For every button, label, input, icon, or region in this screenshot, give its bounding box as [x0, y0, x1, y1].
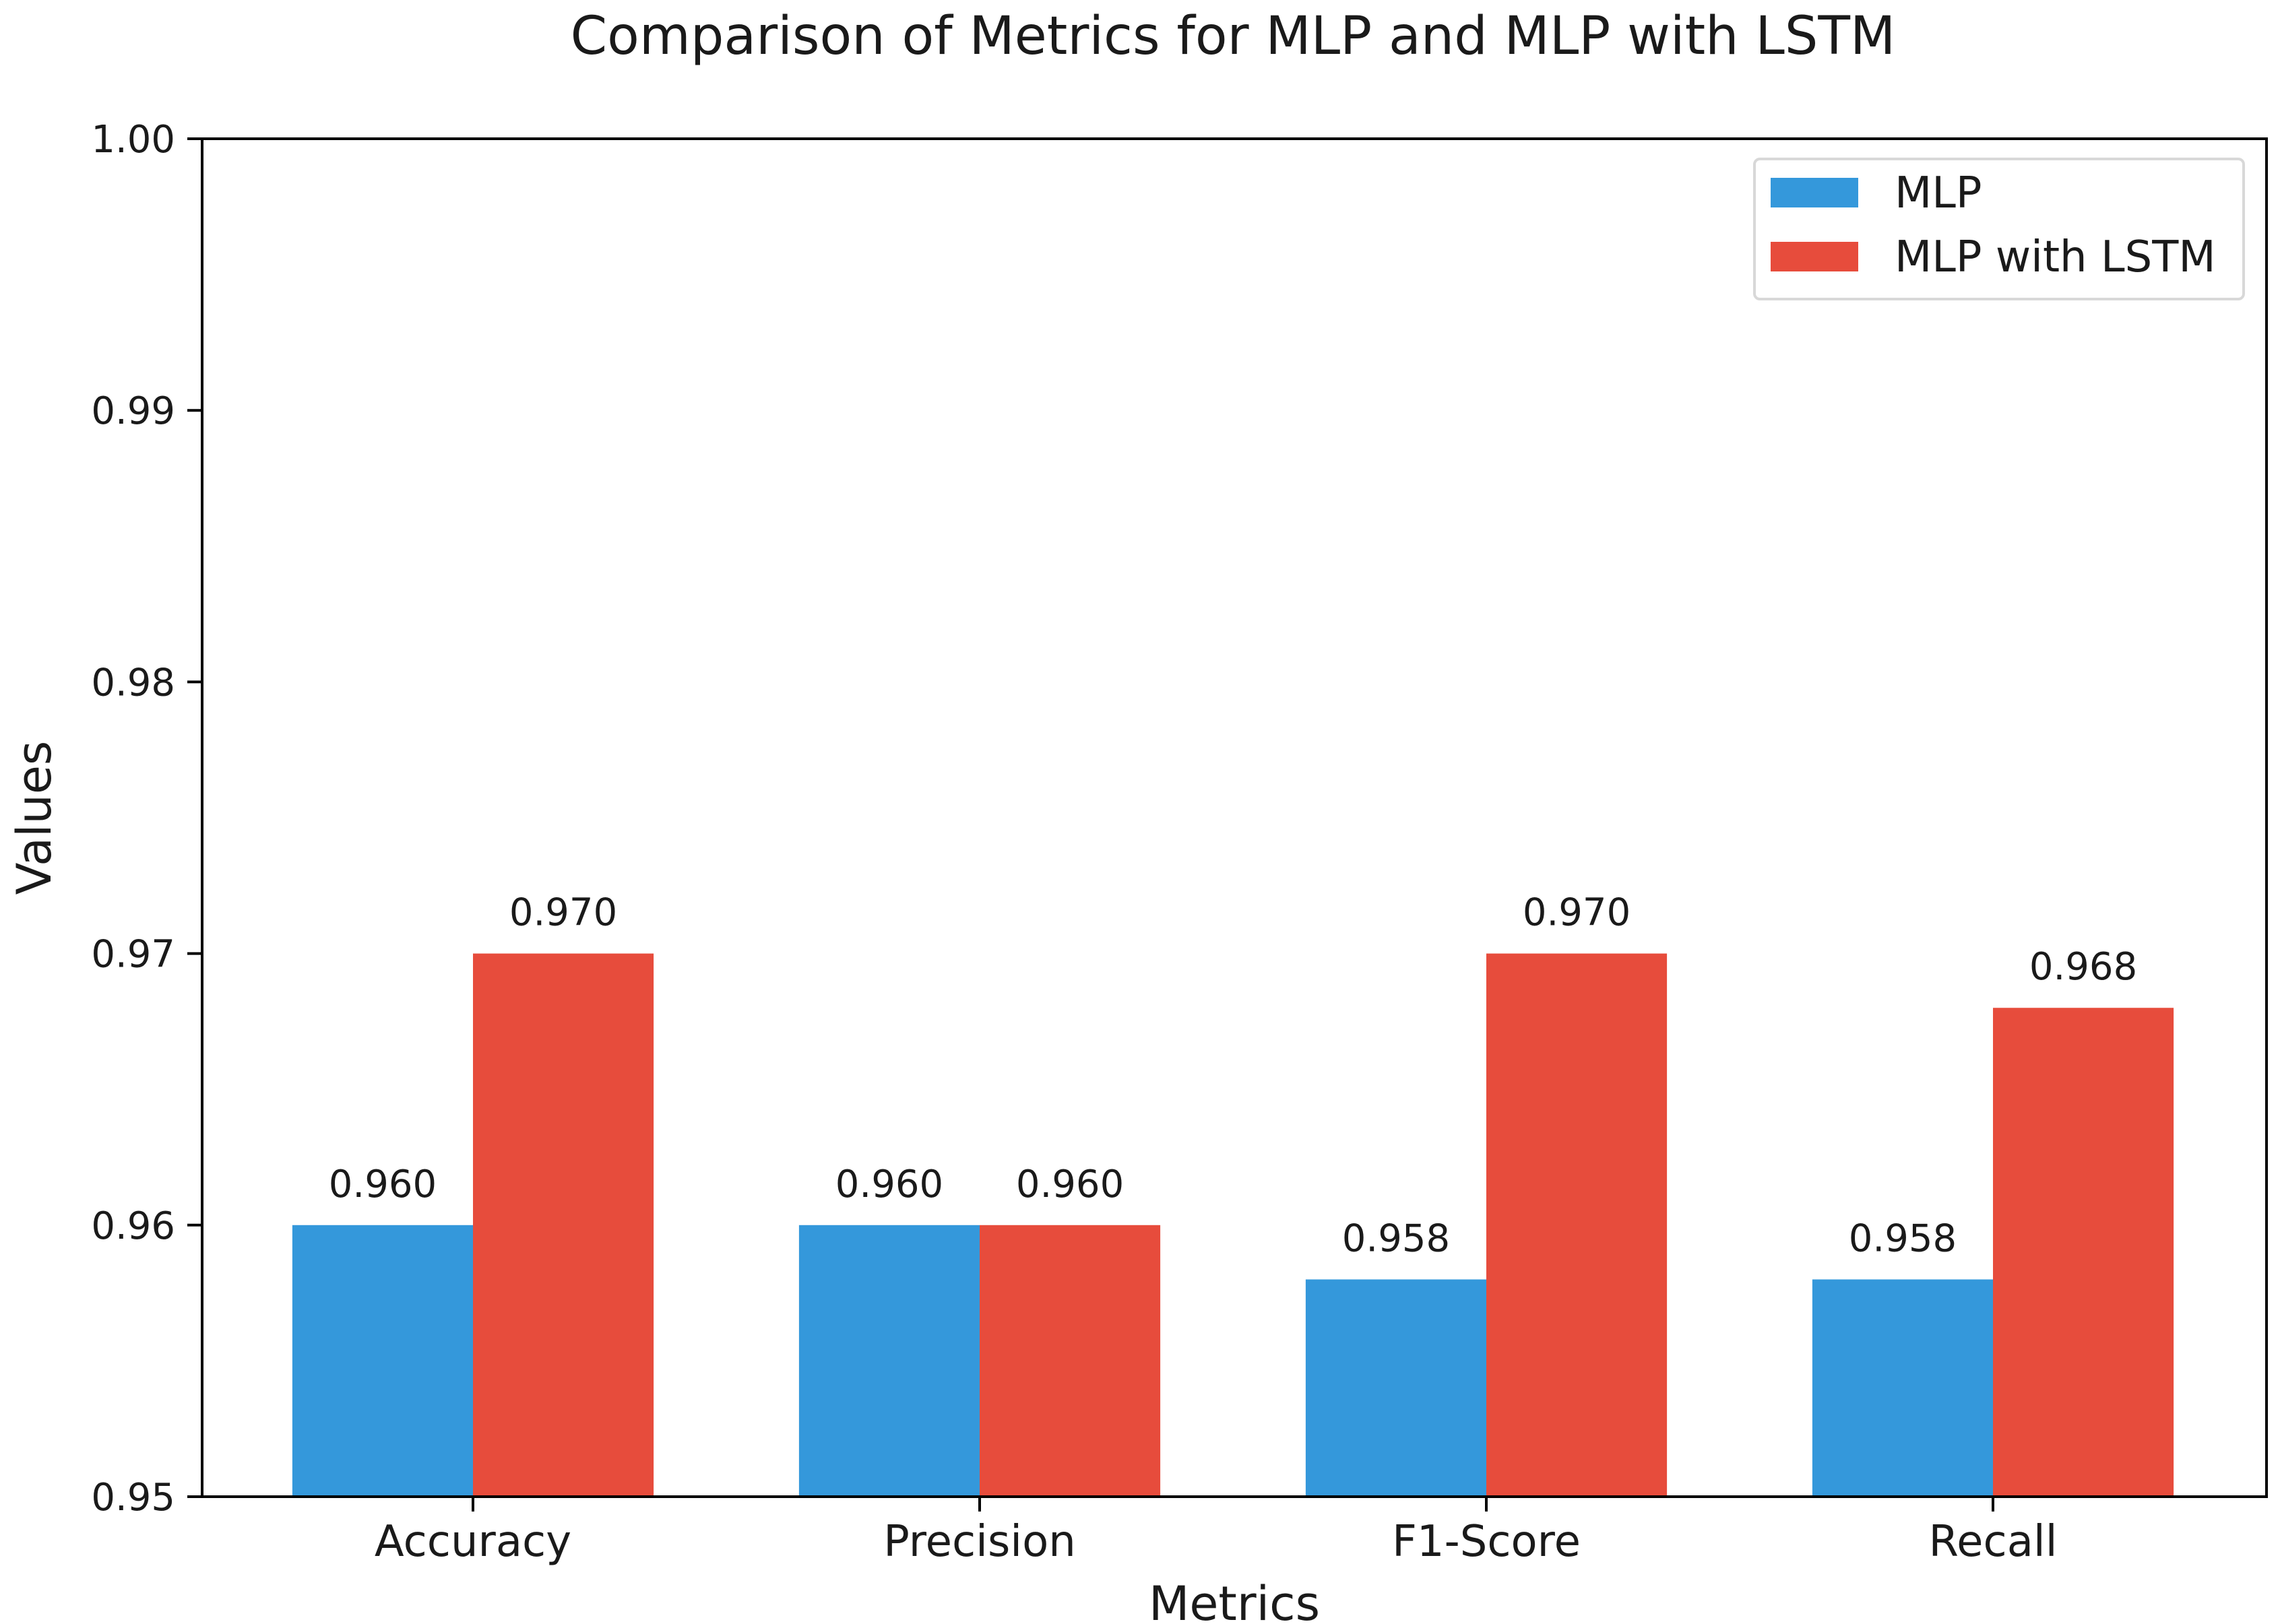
x-axis: Accuracy Precision F1-Score Recall [375, 1497, 2058, 1567]
data-label-mlp-accuracy: 0.960 [329, 1163, 437, 1206]
bar-mlp-with-lstm-precision [980, 1225, 1161, 1497]
legend-label-mlp: MLP [1895, 168, 1982, 218]
legend-swatch-mlp-with-lstm [1771, 242, 1858, 271]
bar-mlp-accuracy [292, 1225, 473, 1497]
bar-mlp-f1-score [1305, 1279, 1486, 1497]
plot-frame [201, 137, 2268, 1498]
bar-mlp-with-lstm-accuracy [473, 953, 654, 1497]
x-tick-label-accuracy: Accuracy [375, 1517, 571, 1567]
data-label-mlp-f1-score: 0.958 [1342, 1216, 1450, 1260]
legend-label-mlp-with-lstm: MLP with LSTM [1895, 232, 2216, 282]
data-label-mlp-with-lstm-recall: 0.968 [2029, 945, 2137, 989]
y-tick-label: 1.00 [91, 118, 175, 162]
legend-frame [1753, 158, 2245, 300]
y-tick-label: 0.96 [91, 1204, 175, 1248]
bar-mlp-with-lstm-f1-score [1486, 953, 1668, 1497]
legend: MLP MLP with LSTM [1753, 158, 2245, 300]
y-tick-label: 0.99 [91, 389, 175, 433]
x-tick-label-precision: Precision [883, 1517, 1076, 1567]
x-axis-title: Metrics [1149, 1576, 1320, 1624]
x-tick-label-recall: Recall [1929, 1517, 2058, 1567]
data-label-mlp-with-lstm-f1-score: 0.970 [1523, 891, 1630, 935]
bar-mlp-recall [1812, 1279, 1993, 1497]
bars-group [292, 953, 2174, 1497]
bar-mlp-precision [798, 1225, 980, 1497]
data-label-mlp-with-lstm-precision: 0.960 [1016, 1163, 1124, 1206]
y-tick-label: 0.97 [91, 933, 175, 977]
y-axis: 0.95 0.96 0.97 0.98 0.99 1.00 [91, 118, 202, 1520]
x-tick-label-f1-score: F1-Score [1392, 1517, 1581, 1567]
data-label-mlp-recall: 0.958 [1849, 1216, 1957, 1260]
data-label-mlp-precision: 0.960 [835, 1163, 943, 1206]
bar-mlp-with-lstm-recall [1993, 1008, 2174, 1497]
chart-title: Comparison of Metrics for MLP and MLP wi… [571, 6, 1896, 67]
legend-swatch-mlp [1771, 178, 1858, 207]
y-tick-label: 0.95 [91, 1476, 175, 1520]
data-label-mlp-with-lstm-accuracy: 0.970 [509, 891, 617, 935]
data-labels-group: 0.960 0.960 0.958 0.958 0.970 0.960 0.970 0.968 [329, 891, 2137, 1261]
y-tick-label: 0.98 [91, 661, 175, 705]
y-axis-title: Values [7, 741, 62, 895]
